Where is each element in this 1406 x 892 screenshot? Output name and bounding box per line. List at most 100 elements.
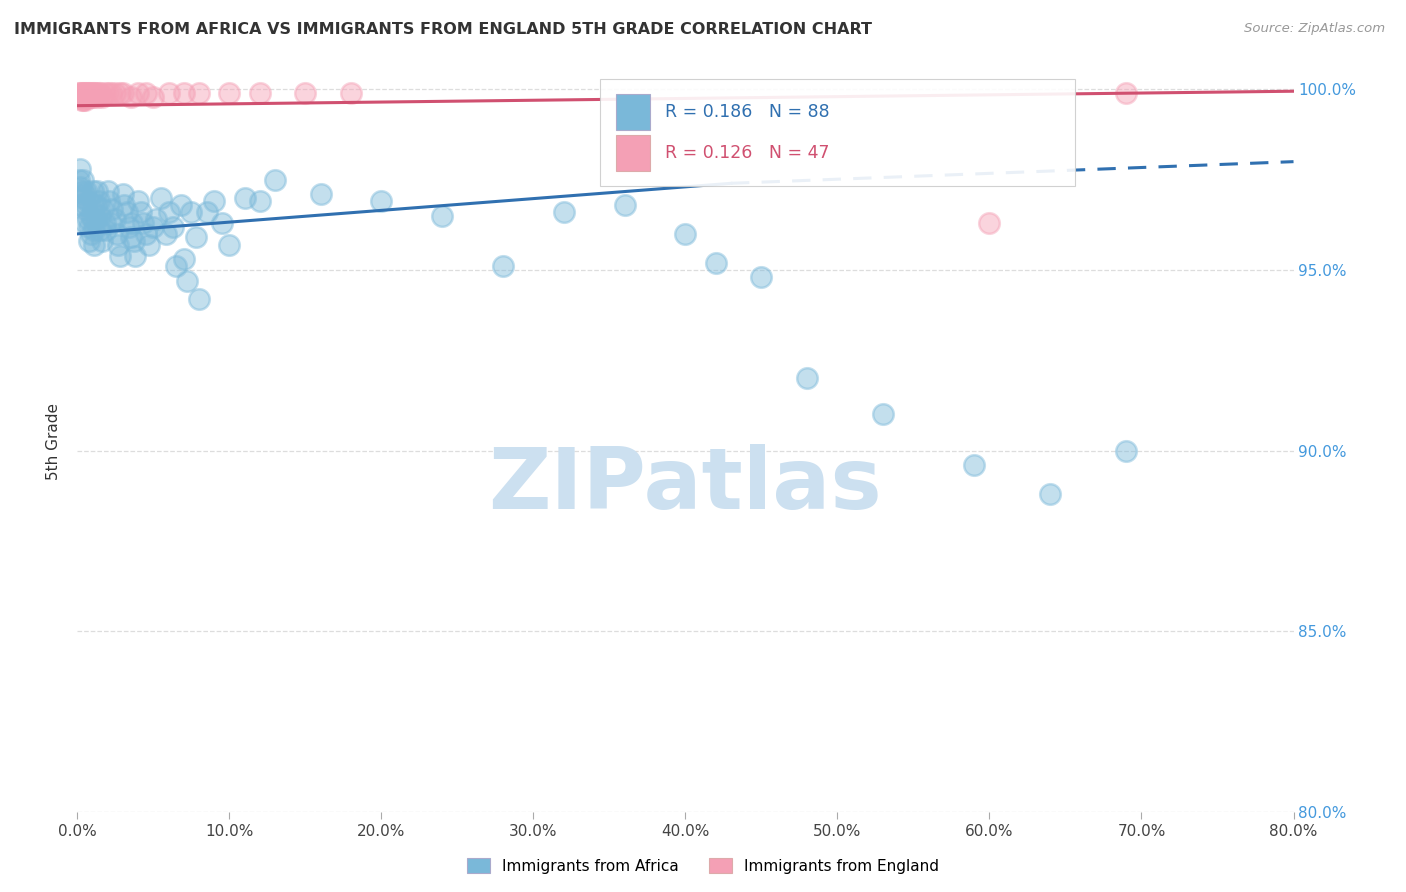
Point	[127, 194, 149, 209]
Point	[145, 212, 167, 227]
Point	[75, 86, 97, 100]
Point	[91, 202, 114, 216]
Point	[84, 198, 107, 212]
Point	[73, 187, 96, 202]
Point	[249, 86, 271, 100]
Point	[872, 408, 894, 422]
Point	[69, 86, 91, 100]
Point	[67, 86, 90, 100]
Point	[120, 89, 142, 103]
Point	[157, 86, 180, 100]
Point	[101, 202, 124, 216]
Point	[1115, 443, 1137, 458]
Point	[114, 198, 136, 212]
Point	[430, 209, 453, 223]
Bar	[616, 135, 650, 170]
FancyBboxPatch shape	[600, 78, 1074, 186]
Point	[72, 89, 94, 103]
Point	[80, 227, 103, 241]
Point	[142, 89, 165, 103]
Point	[796, 371, 818, 385]
Point	[83, 86, 105, 100]
Point	[87, 86, 110, 100]
Point	[173, 252, 195, 267]
Point	[67, 172, 90, 186]
Point	[157, 205, 180, 219]
Point	[96, 223, 118, 237]
Point	[188, 292, 211, 306]
Point	[120, 230, 142, 244]
Point	[613, 198, 636, 212]
Point	[80, 209, 103, 223]
Point	[82, 198, 104, 212]
Point	[87, 194, 110, 209]
Point	[162, 219, 184, 234]
Point	[370, 194, 392, 209]
Text: R = 0.126   N = 47: R = 0.126 N = 47	[665, 144, 830, 161]
Point	[184, 230, 207, 244]
Point	[104, 212, 127, 227]
Point	[180, 205, 202, 219]
Point	[97, 184, 120, 198]
Point	[704, 256, 727, 270]
Point	[70, 93, 93, 107]
Point	[100, 216, 122, 230]
Point	[93, 86, 115, 100]
Point	[165, 260, 187, 274]
Point	[69, 180, 91, 194]
Point	[105, 227, 128, 241]
Point	[70, 89, 93, 103]
Point	[195, 205, 218, 219]
Point	[340, 86, 363, 100]
Text: Source: ZipAtlas.com: Source: ZipAtlas.com	[1244, 22, 1385, 36]
Point	[135, 86, 157, 100]
Point	[170, 198, 193, 212]
Point	[107, 237, 129, 252]
Point	[72, 93, 94, 107]
Point	[73, 89, 96, 103]
Point	[89, 209, 111, 223]
Text: ZIPatlas: ZIPatlas	[488, 444, 883, 527]
Point	[73, 202, 96, 216]
Point	[70, 86, 93, 100]
Point	[89, 223, 111, 237]
Point	[1039, 487, 1062, 501]
Point	[69, 89, 91, 103]
Point	[124, 248, 146, 262]
Point	[89, 86, 111, 100]
Point	[188, 86, 211, 100]
Point	[675, 227, 697, 241]
Point	[77, 86, 100, 100]
Point	[176, 274, 198, 288]
Point	[73, 93, 96, 107]
Point	[127, 86, 149, 100]
Point	[72, 191, 94, 205]
Point	[218, 237, 240, 252]
Point	[82, 184, 104, 198]
Point	[75, 198, 97, 212]
Point	[294, 86, 316, 100]
Point	[121, 216, 143, 230]
Point	[249, 194, 271, 209]
Point	[82, 86, 104, 100]
Point	[69, 161, 91, 176]
Point	[79, 89, 101, 103]
Point	[131, 216, 153, 230]
Point	[108, 248, 131, 262]
Point	[98, 194, 121, 209]
Point	[979, 216, 1001, 230]
Point	[211, 216, 233, 230]
Point	[72, 172, 94, 186]
Point	[142, 219, 165, 234]
Point	[73, 86, 96, 100]
Point	[138, 237, 160, 252]
Point	[100, 86, 122, 100]
Text: R = 0.186   N = 88: R = 0.186 N = 88	[665, 103, 830, 121]
Point	[80, 86, 103, 100]
Point	[202, 194, 225, 209]
Point	[149, 191, 172, 205]
Point	[122, 234, 145, 248]
Point	[93, 216, 115, 230]
Point	[77, 212, 100, 227]
Point	[70, 184, 93, 198]
